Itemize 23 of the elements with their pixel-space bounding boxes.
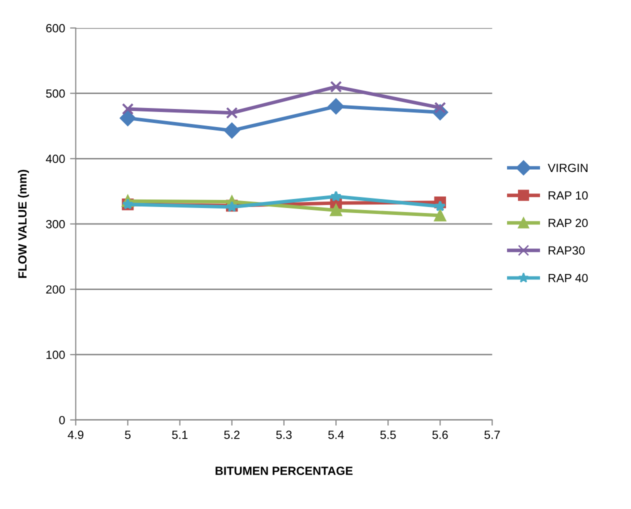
y-tick-label: 400	[46, 154, 65, 164]
legend-label: RAP 20	[548, 218, 588, 228]
x-tick-label: 5	[124, 430, 131, 440]
x-tick-label: 5.3	[276, 430, 292, 440]
y-tick-label: 600	[46, 24, 65, 32]
y-tick-label: 500	[46, 89, 65, 98]
y-tick-label: 200	[46, 285, 65, 294]
legend-label: RAP 10	[548, 191, 588, 200]
y-axis-title: FLOW VALUE (mm)	[18, 170, 29, 278]
x-tick-label: 5.1	[172, 430, 188, 440]
x-tick-label: 5.4	[328, 430, 344, 440]
legend-label: RAP30	[548, 246, 585, 255]
y-tick-label: 100	[46, 350, 65, 359]
x-tick-label: 5.6	[432, 430, 448, 440]
x-tick-label: 4.9	[68, 430, 84, 440]
y-tick-label: 0	[59, 416, 65, 424]
y-tick-label: 300	[46, 220, 65, 228]
x-tick-label: 5.2	[224, 430, 240, 440]
x-axis-title: BITUMEN PERCENTAGE	[216, 466, 353, 476]
x-tick-label: 5.7	[484, 430, 500, 440]
legend-label: RAP 40	[548, 274, 588, 282]
x-tick-label: 5.5	[380, 430, 396, 440]
legend-label: VIRGIN	[548, 164, 588, 172]
